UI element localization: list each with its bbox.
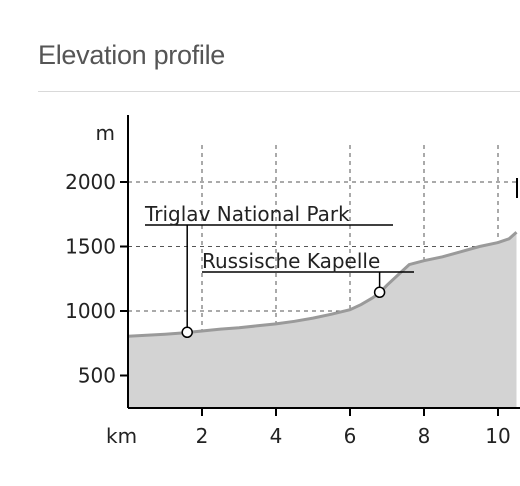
annotation-2: Russische Kapelle — [202, 249, 414, 299]
area-layer — [127, 231, 518, 408]
x-tick-label-4: 4 — [270, 424, 283, 448]
x-tick-label-10: 10 — [485, 424, 510, 448]
x-tick-label-6: 6 — [344, 424, 357, 448]
x-axis-label: km — [106, 424, 137, 448]
y-tick-label-1500: 1500 — [65, 235, 116, 259]
annotation-label: Russische Kapelle — [202, 249, 380, 273]
y-axis-label: m — [96, 121, 115, 145]
title-divider — [38, 91, 520, 92]
annotation-marker — [373, 286, 386, 299]
annotation-1: Triglav National Park — [144, 202, 393, 339]
elevation-line — [127, 231, 518, 338]
y-tick-label-2000: 2000 — [65, 170, 116, 194]
y-tick-label-500: 500 — [78, 364, 116, 388]
page-title: Elevation profile — [38, 40, 226, 70]
x-tick-label-8: 8 — [418, 424, 431, 448]
x-tick-label-2: 2 — [196, 424, 209, 448]
elevation-area — [128, 232, 517, 408]
axis-labels: m km — [96, 121, 138, 448]
annotation-label: Triglav National Park — [144, 202, 350, 226]
annotation-marker — [181, 326, 193, 339]
y-tick-label-1000: 1000 — [65, 299, 116, 323]
axes: 500 1000 1500 2000 2 4 6 8 10 — [65, 115, 520, 448]
annotations: Triglav National Park Russische Kapelle — [144, 178, 518, 339]
